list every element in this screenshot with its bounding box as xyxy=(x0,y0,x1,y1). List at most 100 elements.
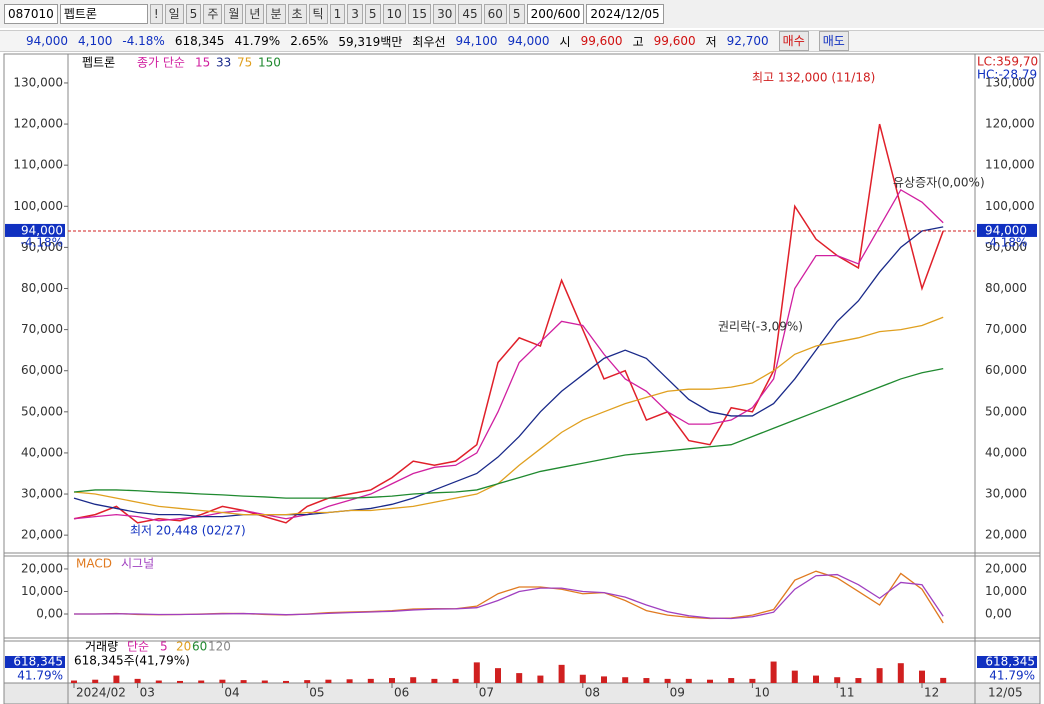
legend-entry: 150 xyxy=(258,56,281,70)
y-tick-label: 110,000 xyxy=(13,158,63,172)
volume-bar xyxy=(389,678,395,683)
price-tag-rate: -4.18% xyxy=(985,235,1027,249)
toolbar-button[interactable]: 월 xyxy=(224,4,244,24)
volume-bar xyxy=(240,680,247,683)
toolbar-button[interactable]: ! xyxy=(149,4,163,24)
best-bid: 94,000 xyxy=(507,34,550,48)
volume-bar xyxy=(558,664,565,683)
high: 99,600 xyxy=(653,34,696,48)
legend-entry: 5 xyxy=(160,640,168,654)
volume-bar xyxy=(113,675,120,683)
toolbar-button[interactable]: 일 xyxy=(164,4,184,24)
toolbar-button[interactable]: 15 xyxy=(407,4,432,24)
volume-bar xyxy=(367,678,374,683)
x-tick-label: 06 xyxy=(394,686,409,700)
toolbar-button[interactable]: 초 xyxy=(287,4,307,24)
sell-button[interactable]: 매도 xyxy=(818,31,849,51)
legend-entry: 15 xyxy=(195,56,210,70)
volume-bar xyxy=(707,679,713,683)
series-line xyxy=(74,573,944,620)
volume-bar xyxy=(876,668,883,683)
toolbar-button[interactable]: 5 xyxy=(508,4,525,24)
toolbar-button[interactable]: 년 xyxy=(245,4,265,24)
high-label: 고 xyxy=(632,34,644,49)
toolbar-button[interactable]: 30 xyxy=(433,4,457,24)
y-tick-label: 20,000 xyxy=(985,561,1027,575)
y-tick-label: 0,00 xyxy=(985,607,1012,621)
toolbar-button[interactable]: 3 xyxy=(347,4,363,24)
volume-bar xyxy=(283,680,289,683)
toolbar-button[interactable]: 1 xyxy=(329,4,346,24)
volume-bar xyxy=(325,679,332,683)
y-tick-label: 130,000 xyxy=(985,75,1035,89)
toolbar-button[interactable]: 5 xyxy=(185,4,202,24)
toolbar-button[interactable]: 틱 xyxy=(308,4,328,24)
legend-name: 펩트론 xyxy=(82,56,115,70)
series-line xyxy=(73,123,944,524)
volume-bar xyxy=(643,678,650,683)
volume-bar xyxy=(728,678,735,683)
x-tick-label: 09 xyxy=(670,686,685,700)
stock-name[interactable]: 펩트론 xyxy=(59,4,148,24)
low: 92,700 xyxy=(726,34,769,48)
volume-bar xyxy=(261,680,268,683)
volume-bar xyxy=(622,677,629,683)
annotation: HC:-28,79 xyxy=(977,68,1037,82)
rate: -4.18% xyxy=(122,34,165,48)
stock-code[interactable]: 087010 xyxy=(4,4,58,24)
volume-bar xyxy=(134,678,141,683)
x-tick-label: 11 xyxy=(839,686,854,700)
series-line xyxy=(73,188,944,522)
volume-bar xyxy=(346,679,353,683)
volume-bar xyxy=(813,675,819,683)
vol-rate: 41.79% xyxy=(234,34,281,48)
volume-bar xyxy=(855,678,862,683)
volume-bar xyxy=(601,676,607,683)
legend-entry: 75 xyxy=(237,56,252,70)
legend-entry: 거래량 xyxy=(85,640,118,654)
series-line xyxy=(73,316,944,516)
volume-bar xyxy=(71,680,77,683)
toolbar-button[interactable]: 5 xyxy=(364,4,381,24)
y-tick-label: 70,000 xyxy=(985,322,1027,336)
volume-bar xyxy=(177,680,183,683)
period-buttons: ! 일 5 주 월 년 분 초 틱 1 3 5 10 15 30 45 60 5 xyxy=(149,4,525,24)
volume-rate-label: 41.79% xyxy=(989,669,1035,683)
x-tick-label: 12 xyxy=(924,686,939,700)
volume-bar xyxy=(473,662,480,683)
volume-bar xyxy=(940,677,947,683)
y-tick-label: 30,000 xyxy=(985,487,1027,501)
volume-bar xyxy=(749,678,756,683)
count[interactable]: 200/600 xyxy=(526,4,585,24)
y-tick-label: 80,000 xyxy=(21,281,63,295)
open: 99,600 xyxy=(580,34,623,48)
y-tick-label: 0,00 xyxy=(36,607,63,621)
y-tick-label: 30,000 xyxy=(21,487,63,501)
legend-entry: MACD xyxy=(76,557,112,571)
open-label: 시 xyxy=(559,34,571,49)
series-line xyxy=(73,226,944,518)
y-tick-label: 80,000 xyxy=(985,281,1027,295)
legend-entry: 60 xyxy=(192,640,207,654)
toolbar-button[interactable]: 분 xyxy=(266,4,286,24)
annotation: 최저 20,448 (02/27) xyxy=(130,524,246,538)
toolbar-button[interactable]: 45 xyxy=(458,4,482,24)
toolbar-button[interactable]: 10 xyxy=(382,4,406,24)
toolbar-button[interactable]: 주 xyxy=(203,4,223,24)
y-tick-label: 20,000 xyxy=(21,528,63,542)
legend-entry: 20 xyxy=(176,640,191,654)
volume-bar xyxy=(664,678,671,683)
y-tick-label: 70,000 xyxy=(21,322,63,336)
toolbar-button[interactable]: 60 xyxy=(483,4,507,24)
buy-button[interactable]: 매수 xyxy=(778,31,809,51)
price-tag xyxy=(977,223,1037,237)
series-line xyxy=(73,368,944,499)
volume-bar xyxy=(897,663,904,683)
volume-bar xyxy=(791,670,798,683)
date[interactable]: 2024/12/05 xyxy=(586,4,664,24)
y-tick-label: 100,000 xyxy=(13,199,63,213)
x-tick-label: 03 xyxy=(140,686,155,700)
amount: 59,319백만 xyxy=(338,34,403,49)
annotation: LC:359,70 xyxy=(977,55,1038,69)
